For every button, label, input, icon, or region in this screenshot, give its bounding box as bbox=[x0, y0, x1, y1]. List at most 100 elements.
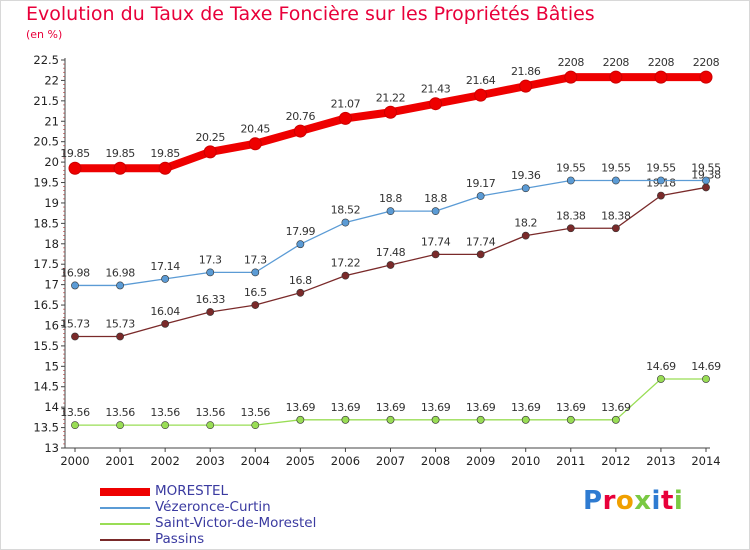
data-label: 17.22 bbox=[331, 257, 361, 270]
data-label: 17.48 bbox=[376, 246, 406, 259]
data-label: 18.38 bbox=[601, 209, 631, 222]
data-label: 17.74 bbox=[421, 235, 451, 248]
data-point bbox=[293, 124, 307, 138]
x-tick-label: 2006 bbox=[331, 454, 360, 468]
y-tick-label: 21.5 bbox=[33, 94, 59, 108]
logo-letter: o bbox=[615, 486, 635, 516]
data-label: 16.98 bbox=[105, 266, 135, 279]
data-label: 13.56 bbox=[105, 406, 135, 419]
data-label: 19.55 bbox=[601, 161, 631, 174]
data-point bbox=[431, 250, 440, 259]
data-label: 21.07 bbox=[331, 97, 361, 110]
data-point bbox=[521, 184, 530, 193]
logo-letter: i bbox=[651, 486, 661, 516]
data-point bbox=[384, 105, 397, 119]
legend-label: Passins bbox=[155, 531, 205, 547]
logo-letter: P bbox=[583, 486, 603, 516]
data-point bbox=[248, 137, 262, 151]
data-label: 17.74 bbox=[466, 235, 496, 248]
data-point bbox=[519, 79, 533, 93]
data-label: 16.98 bbox=[60, 266, 90, 279]
legend-label: Vézeronce-Curtin bbox=[155, 499, 271, 515]
data-point bbox=[116, 421, 124, 430]
data-label: 18.52 bbox=[331, 204, 361, 217]
proxiti-logo: Proxiti bbox=[583, 486, 683, 516]
data-point bbox=[702, 375, 710, 383]
data-label: 16.33 bbox=[195, 293, 225, 306]
data-label: 15.73 bbox=[60, 318, 90, 331]
data-label: 15.73 bbox=[105, 318, 135, 331]
y-tick-label: 22 bbox=[44, 73, 59, 87]
data-label: 20.45 bbox=[241, 123, 271, 136]
logo-letter: t bbox=[660, 486, 674, 516]
x-tick-label: 2002 bbox=[151, 454, 180, 468]
data-point bbox=[476, 250, 485, 259]
chart-title: Evolution du Taux de Taxe Foncière sur l… bbox=[26, 3, 595, 25]
data-point bbox=[251, 268, 260, 277]
data-label: 19.85 bbox=[150, 147, 180, 160]
y-tick-label: 14.5 bbox=[33, 380, 59, 394]
data-point bbox=[702, 183, 710, 192]
data-point bbox=[386, 415, 395, 424]
data-point bbox=[431, 415, 440, 424]
y-tick-label: 13.5 bbox=[33, 421, 59, 435]
x-tick-label: 2003 bbox=[196, 454, 225, 468]
data-label: 20.76 bbox=[286, 110, 316, 123]
data-point bbox=[654, 70, 668, 84]
data-point bbox=[609, 70, 623, 84]
data-point bbox=[206, 268, 215, 277]
data-point bbox=[116, 281, 124, 290]
y-tick-label: 21 bbox=[44, 114, 59, 128]
y-tick-label: 19 bbox=[44, 196, 59, 210]
y-tick-label: 17 bbox=[44, 278, 59, 292]
legend-swatch bbox=[100, 539, 150, 541]
data-label: 19.55 bbox=[691, 161, 721, 174]
data-point bbox=[341, 218, 350, 227]
x-tick-label: 2004 bbox=[241, 454, 270, 468]
legend-swatch bbox=[100, 507, 150, 509]
data-point bbox=[702, 176, 710, 185]
data-point bbox=[386, 261, 395, 269]
data-point bbox=[476, 415, 485, 424]
data-point bbox=[611, 224, 620, 233]
data-label: 13.69 bbox=[601, 401, 631, 414]
y-tick-label: 15 bbox=[44, 359, 59, 373]
data-point bbox=[68, 161, 82, 175]
data-label: 17.3 bbox=[244, 253, 267, 266]
logo-letter: x bbox=[634, 486, 652, 516]
y-axis-unit-label: (en %) bbox=[26, 28, 63, 41]
y-tick-label: 20 bbox=[44, 155, 59, 169]
data-label: 2208 bbox=[693, 56, 720, 69]
x-tick-label: 2000 bbox=[60, 454, 89, 468]
data-label: 14.69 bbox=[691, 360, 721, 373]
data-label: 18.8 bbox=[424, 192, 447, 205]
data-label: 21.64 bbox=[466, 74, 496, 87]
y-tick-label: 22.5 bbox=[33, 53, 59, 67]
data-point bbox=[566, 224, 575, 233]
data-label: 16.5 bbox=[244, 286, 267, 299]
x-tick-label: 2009 bbox=[466, 454, 495, 468]
data-point bbox=[71, 281, 79, 290]
data-label: 13.69 bbox=[331, 401, 361, 414]
data-label: 19.38 bbox=[691, 168, 721, 181]
data-point bbox=[161, 319, 170, 328]
data-label: 21.22 bbox=[376, 91, 406, 104]
data-point bbox=[161, 421, 170, 430]
data-label: 19.85 bbox=[60, 147, 90, 160]
data-point bbox=[206, 308, 215, 316]
data-label: 13.56 bbox=[195, 406, 225, 419]
data-point bbox=[158, 161, 172, 175]
data-label: 17.14 bbox=[150, 260, 180, 273]
data-point bbox=[251, 421, 260, 430]
data-label: 21.43 bbox=[421, 83, 451, 96]
data-point bbox=[71, 421, 79, 430]
data-point bbox=[657, 191, 665, 200]
y-tick-label: 14 bbox=[44, 400, 59, 414]
data-label: 13.56 bbox=[241, 406, 271, 419]
x-tick-label: 2012 bbox=[601, 454, 630, 468]
data-label: 14.69 bbox=[646, 360, 676, 373]
data-label: 16.8 bbox=[289, 274, 312, 287]
data-label: 13.69 bbox=[421, 401, 451, 414]
y-tick-label: 18.5 bbox=[33, 216, 59, 230]
